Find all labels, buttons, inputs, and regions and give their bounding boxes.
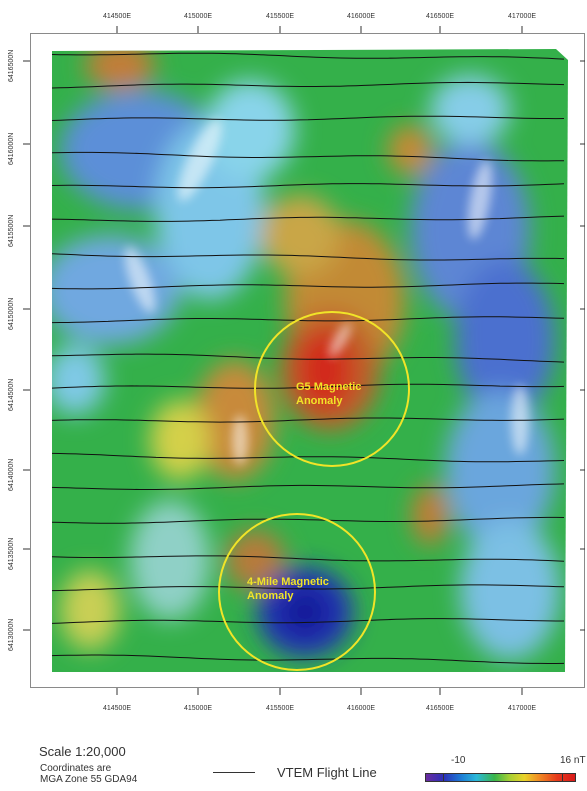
easting-label: 414500E	[102, 705, 132, 712]
colorbar-tick	[443, 774, 444, 781]
northing-label: 6415500N	[8, 214, 15, 247]
northing-label: 6414500N	[8, 378, 15, 411]
easting-label: 417000E	[507, 705, 537, 712]
flight-line	[52, 618, 564, 624]
easting-label: 414500E	[102, 13, 132, 20]
flight-line	[52, 417, 565, 423]
flight-line	[52, 282, 565, 290]
4-mile-anomaly-label-1: 4-Mile Magnetic	[247, 576, 329, 588]
flight-line	[52, 215, 565, 222]
grid-ticks	[23, 26, 585, 695]
easting-label: 415000E	[183, 13, 213, 20]
northing-label: 6413000N	[8, 618, 15, 651]
flight-line	[52, 516, 565, 524]
easting-label: 416000E	[346, 13, 376, 20]
easting-label: 417000E	[507, 13, 537, 20]
g5-anomaly-label-2: Anomaly	[296, 395, 343, 407]
northing-label: 6415000N	[8, 297, 15, 330]
flight-line	[52, 555, 565, 562]
coordinate-note: Coordinates are MGA Zone 55 GDA94	[40, 763, 137, 785]
vtem-flight-lines	[52, 52, 565, 664]
4-mile-anomaly-circle	[218, 513, 376, 671]
northing-label: 6413500N	[8, 537, 15, 570]
coordinate-note-line-2: MGA Zone 55 GDA94	[40, 774, 138, 785]
easting-label: 416000E	[346, 705, 376, 712]
magnetic-colorbar	[425, 773, 576, 782]
northing-label: 6414000N	[8, 458, 15, 491]
flight-line	[52, 353, 565, 363]
map-scale: Scale 1:20,000	[39, 744, 126, 759]
flight-line	[52, 151, 565, 162]
northing-label: 6416500N	[8, 49, 15, 82]
flight-line	[52, 654, 565, 664]
flight-line	[52, 81, 565, 89]
g5-anomaly-label-1: G5 Magnetic	[296, 381, 361, 393]
colorbar-tick	[562, 774, 563, 781]
flight-line	[52, 52, 565, 60]
flight-line-legend-label: VTEM Flight Line	[277, 765, 377, 780]
flight-line	[52, 253, 565, 261]
flight-line	[52, 115, 565, 121]
easting-label: 415500E	[265, 705, 295, 712]
4-mile-anomaly-label-2: Anomaly	[247, 590, 294, 602]
easting-label: 415000E	[183, 705, 213, 712]
northing-label: 6416000N	[8, 132, 15, 165]
coordinate-note-line-1: Coordinates are	[40, 763, 112, 774]
flight-line	[52, 316, 565, 324]
easting-label: 416500E	[425, 705, 455, 712]
flight-line	[52, 584, 565, 592]
colorbar-max-label: 16 nT	[560, 755, 586, 766]
colorbar-min-label: -10	[451, 755, 466, 766]
flight-line-symbol	[213, 772, 255, 773]
flight-line	[52, 483, 565, 490]
easting-label: 416500E	[425, 13, 455, 20]
flight-line	[52, 452, 565, 463]
flight-line	[52, 183, 565, 189]
survey-grid	[52, 49, 568, 672]
magnetic-map: G5 Magnetic Anomaly 4-Mile Magnetic Anom…	[23, 26, 585, 695]
flight-line	[52, 383, 565, 389]
g5-anomaly-circle	[254, 311, 410, 467]
easting-label: 415500E	[265, 13, 295, 20]
